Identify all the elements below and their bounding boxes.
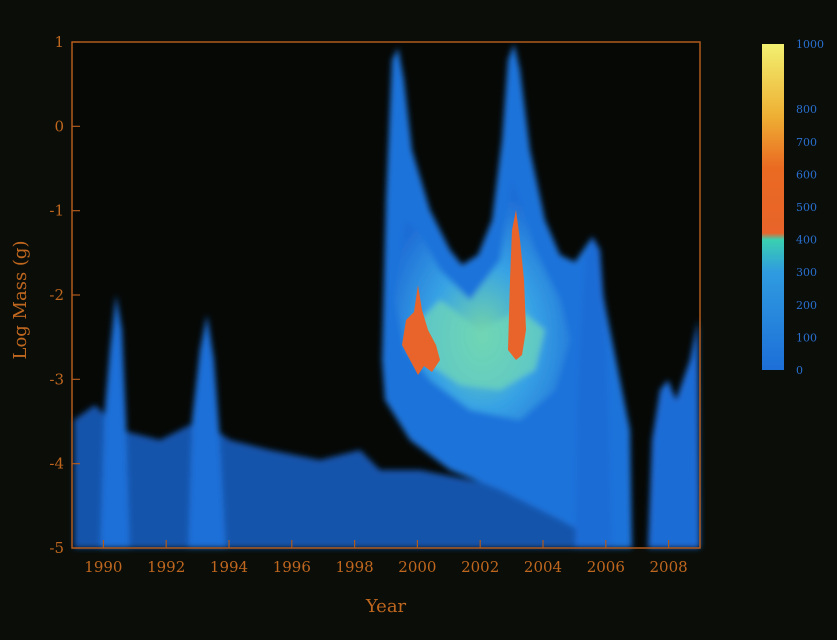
- y-tick-label: -2: [49, 286, 64, 304]
- colorbar-tick-label: 500: [796, 201, 817, 214]
- x-tick-label: 1992: [147, 558, 185, 576]
- x-tick-label: 1990: [84, 558, 122, 576]
- y-axis-ticks: -5 -4 -3 -2 -1 0 1: [49, 33, 80, 557]
- x-axis-label: Year: [365, 596, 407, 617]
- x-tick-label: 2004: [524, 558, 562, 576]
- colorbar-tick-label: 100: [796, 331, 817, 344]
- hotspot-2003: [508, 210, 526, 360]
- x-tick-label: 2000: [398, 558, 436, 576]
- colorbar-tick-label: 0: [796, 364, 803, 377]
- x-tick-label: 2002: [461, 558, 499, 576]
- spike-1990: [100, 295, 130, 548]
- colorbar-ticks: 0 100 200 300 400 500 600 700 800 1000: [796, 38, 824, 377]
- y-tick-label: 1: [54, 33, 64, 51]
- y-tick-label: -5: [49, 539, 64, 557]
- colorbar-tick-label: 700: [796, 136, 817, 149]
- x-tick-label: 2008: [650, 558, 688, 576]
- colorbar-tick-label: 1000: [796, 38, 824, 51]
- colorbar-tick-label: 200: [796, 299, 817, 312]
- y-tick-label: -3: [49, 370, 64, 388]
- y-tick-label: -1: [49, 202, 64, 220]
- colorbar-tick-label: 600: [796, 168, 817, 181]
- x-tick-label: 1998: [336, 558, 374, 576]
- spike-2008: [648, 320, 700, 548]
- y-axis-label: Log Mass (g): [10, 241, 31, 360]
- y-tick-label: 0: [54, 117, 64, 135]
- hotspot-2000: [402, 285, 440, 375]
- colorbar-tick-label: 800: [796, 103, 817, 116]
- x-axis-ticks: 1990 1992 1994 1996 1998 2000 2002 2004 2006 2008: [84, 540, 688, 576]
- colorbar: [762, 44, 784, 370]
- spike-2006: [575, 236, 612, 548]
- x-tick-label: 2006: [587, 558, 625, 576]
- colorbar-tick-label: 400: [796, 234, 817, 247]
- hotspot-layer: [402, 210, 526, 375]
- spike-1993: [188, 315, 226, 548]
- colorbar-tick-label: 300: [796, 266, 817, 279]
- y-tick-label: -4: [49, 455, 64, 473]
- x-tick-label: 1994: [210, 558, 248, 576]
- x-tick-label: 1996: [273, 558, 311, 576]
